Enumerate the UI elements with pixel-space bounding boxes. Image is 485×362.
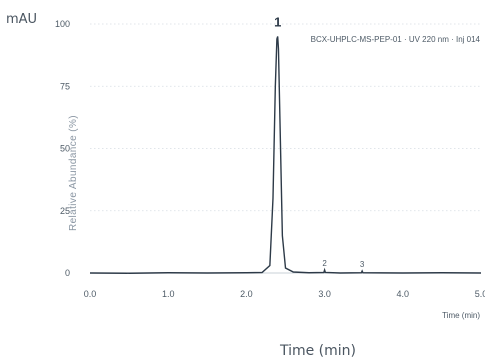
y-unit-label: mAU: [6, 12, 37, 27]
axis-ticks: 0 25 50 75 100 0.0 1.0 2.0 3.0 4.0 5.0: [55, 19, 485, 299]
y-tick-label: 50: [60, 144, 70, 154]
peak-label: 3: [360, 260, 365, 269]
y-tick-label: 75: [60, 81, 70, 91]
peak-label: 1: [274, 14, 281, 29]
y-tick-label: 100: [55, 19, 70, 29]
grid: [90, 23, 481, 274]
x-axis-title: Time (min): [279, 343, 356, 359]
trace-layer: [89, 36, 482, 274]
x-axis-inline-title: Time (min): [442, 311, 480, 320]
y-tick-label: 25: [60, 206, 70, 216]
x-tick-label: 1.0: [162, 289, 175, 299]
peak-label: 2: [322, 259, 327, 268]
x-tick-label: 5.0: [475, 289, 485, 299]
series-line-0: [89, 36, 482, 274]
x-tick-label: 2.0: [240, 289, 253, 299]
peak-labels: 1 2 3: [274, 14, 365, 269]
y-tick-label: 0: [65, 268, 70, 278]
x-tick-label: 3.0: [318, 289, 331, 299]
x-tick-label: 0.0: [84, 289, 97, 299]
chart-annotation: BCX-UHPLC-MS-PEP-01 · UV 220 nm · Inj 01…: [311, 35, 481, 44]
x-tick-label: 4.0: [397, 289, 410, 299]
y-axis-title: Relative Abundance (%): [68, 115, 79, 231]
